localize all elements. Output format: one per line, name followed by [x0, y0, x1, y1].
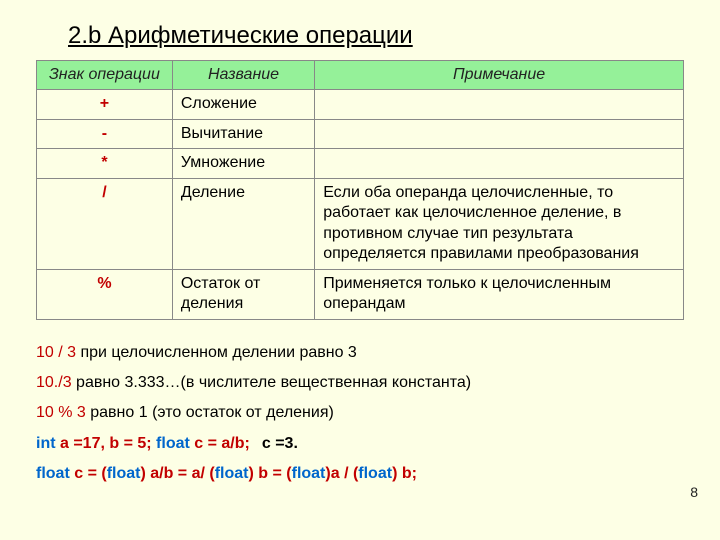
cell-name: Умножение	[172, 149, 314, 178]
expr-red: 10 / 3	[36, 344, 76, 361]
page-number: 8	[690, 484, 698, 500]
keyword-float: float	[156, 435, 190, 452]
table-header-row: Знак операции Название Примечание	[37, 61, 684, 90]
code-red: ) b = (	[249, 465, 292, 482]
cell-sign: -	[37, 119, 173, 148]
col-header-name: Название	[172, 61, 314, 90]
cell-note	[315, 149, 684, 178]
cell-sign: %	[37, 269, 173, 319]
note-line-2: 10./3 равно 3.333…(в числителе веществен…	[36, 368, 684, 398]
note-line-4: int a =17, b = 5; float c = a/b; c =3.	[36, 429, 684, 459]
cell-sign: +	[37, 90, 173, 119]
code-red: c = a/b;	[190, 435, 250, 452]
expr-red: 10 % 3	[36, 404, 86, 421]
expr-red: 10./3	[36, 374, 72, 391]
cell-name: Сложение	[172, 90, 314, 119]
table-row: * Умножение	[37, 149, 684, 178]
expr-black: при целочисленном делении равно 3	[76, 344, 357, 361]
code-red: a =17, b = 5;	[56, 435, 157, 452]
code-red: ) b;	[392, 465, 417, 482]
cell-note: Если оба операнда целочисленные, то рабо…	[315, 178, 684, 269]
keyword-float: float	[215, 465, 249, 482]
cell-note	[315, 90, 684, 119]
table-row: % Остаток от деления Применяется только …	[37, 269, 684, 319]
cell-name: Остаток от деления	[172, 269, 314, 319]
cell-note	[315, 119, 684, 148]
example-notes: 10 / 3 при целочисленном делении равно 3…	[36, 338, 684, 490]
col-header-sign: Знак операции	[37, 61, 173, 90]
expr-black: равно 1 (это остаток от деления)	[86, 404, 334, 421]
note-line-5: float c = (float) a/b = a/ (float) b = (…	[36, 459, 684, 489]
cell-sign: *	[37, 149, 173, 178]
note-line-1: 10 / 3 при целочисленном делении равно 3	[36, 338, 684, 368]
table-row: - Вычитание	[37, 119, 684, 148]
cell-note: Применяется только к целочисленным опера…	[315, 269, 684, 319]
result-note: c =3.	[262, 435, 298, 452]
cell-sign: /	[37, 178, 173, 269]
cell-name: Деление	[172, 178, 314, 269]
operations-table: Знак операции Название Примечание + Слож…	[36, 60, 684, 320]
table-row: / Деление Если оба операнда целочисленны…	[37, 178, 684, 269]
keyword-float: float	[36, 465, 70, 482]
expr-black: равно 3.333…(в числителе вещественная ко…	[72, 374, 471, 391]
code-red: ) a/b = a/ (	[140, 465, 214, 482]
keyword-float: float	[107, 465, 141, 482]
keyword-float: float	[358, 465, 392, 482]
code-red: )a / (	[325, 465, 358, 482]
code-red: c = (	[70, 465, 107, 482]
slide-title: 2.b Арифметические операции	[68, 22, 684, 50]
keyword-float: float	[292, 465, 326, 482]
keyword-int: int	[36, 435, 56, 452]
col-header-note: Примечание	[315, 61, 684, 90]
cell-name: Вычитание	[172, 119, 314, 148]
table-row: + Сложение	[37, 90, 684, 119]
note-line-3: 10 % 3 равно 1 (это остаток от деления)	[36, 398, 684, 428]
